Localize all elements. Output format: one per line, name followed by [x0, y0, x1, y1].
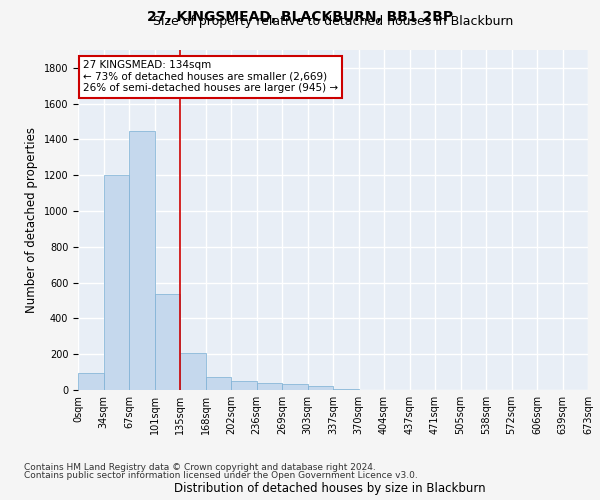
Text: 27 KINGSMEAD: 134sqm
← 73% of detached houses are smaller (2,669)
26% of semi-de: 27 KINGSMEAD: 134sqm ← 73% of detached h…	[83, 60, 338, 94]
Text: Contains public sector information licensed under the Open Government Licence v3: Contains public sector information licen…	[24, 471, 418, 480]
Bar	[308, 386, 333, 390]
Bar	[282, 384, 308, 390]
Bar	[180, 354, 205, 390]
Bar	[231, 381, 257, 390]
Bar	[333, 389, 359, 390]
Bar	[129, 130, 155, 390]
Text: Contains HM Land Registry data © Crown copyright and database right 2024.: Contains HM Land Registry data © Crown c…	[24, 464, 376, 472]
Bar	[104, 176, 129, 390]
Bar	[257, 383, 282, 390]
Bar	[205, 378, 231, 390]
Bar	[78, 373, 104, 390]
Bar	[155, 294, 180, 390]
Text: Distribution of detached houses by size in Blackburn: Distribution of detached houses by size …	[174, 482, 486, 495]
Title: Size of property relative to detached houses in Blackburn: Size of property relative to detached ho…	[153, 15, 513, 28]
Y-axis label: Number of detached properties: Number of detached properties	[25, 127, 38, 313]
Text: 27, KINGSMEAD, BLACKBURN, BB1 2BP: 27, KINGSMEAD, BLACKBURN, BB1 2BP	[147, 10, 453, 24]
